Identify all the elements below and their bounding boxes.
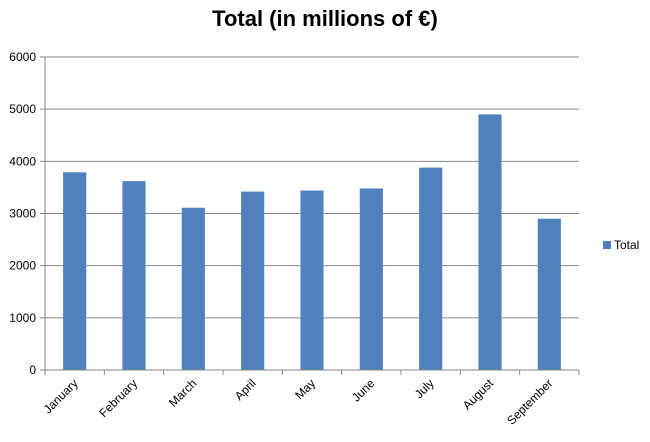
bar	[419, 167, 443, 370]
bar	[359, 188, 383, 370]
y-tick-label: 5000	[9, 102, 36, 116]
legend-swatch	[603, 241, 611, 249]
y-tick-label: 4000	[9, 154, 36, 168]
bar	[122, 181, 146, 370]
y-tick-label: 0	[29, 363, 36, 377]
x-tick-label: April	[232, 376, 259, 403]
x-tick-label: September	[504, 376, 555, 427]
x-tick-label: March	[166, 376, 199, 409]
bar	[537, 218, 561, 370]
x-axis-tick-labels: January February March April May June July Augu…	[41, 370, 580, 428]
bar	[300, 190, 324, 370]
x-tick-label: January	[41, 376, 81, 416]
legend-label: Total	[614, 238, 640, 252]
y-tick-label: 1000	[9, 311, 36, 325]
x-tick-label: July	[412, 376, 437, 401]
bars	[63, 114, 561, 370]
bar	[181, 207, 205, 370]
y-tick-label: 2000	[9, 259, 36, 273]
x-tick-label: August	[460, 376, 497, 413]
legend: Total	[603, 238, 639, 252]
bar	[63, 172, 87, 370]
y-tick-label: 3000	[9, 207, 36, 221]
bar	[241, 191, 265, 370]
y-axis-tick-labels: 0 1000 2000 3000 4000 5000 6000	[9, 50, 36, 377]
y-tick-label: 6000	[9, 50, 36, 64]
x-tick-label: June	[349, 376, 378, 405]
x-tick-label: February	[96, 376, 140, 420]
bar	[478, 114, 502, 370]
chart-title: Total (in millions of €)	[212, 6, 438, 31]
x-tick-label: May	[292, 376, 318, 402]
